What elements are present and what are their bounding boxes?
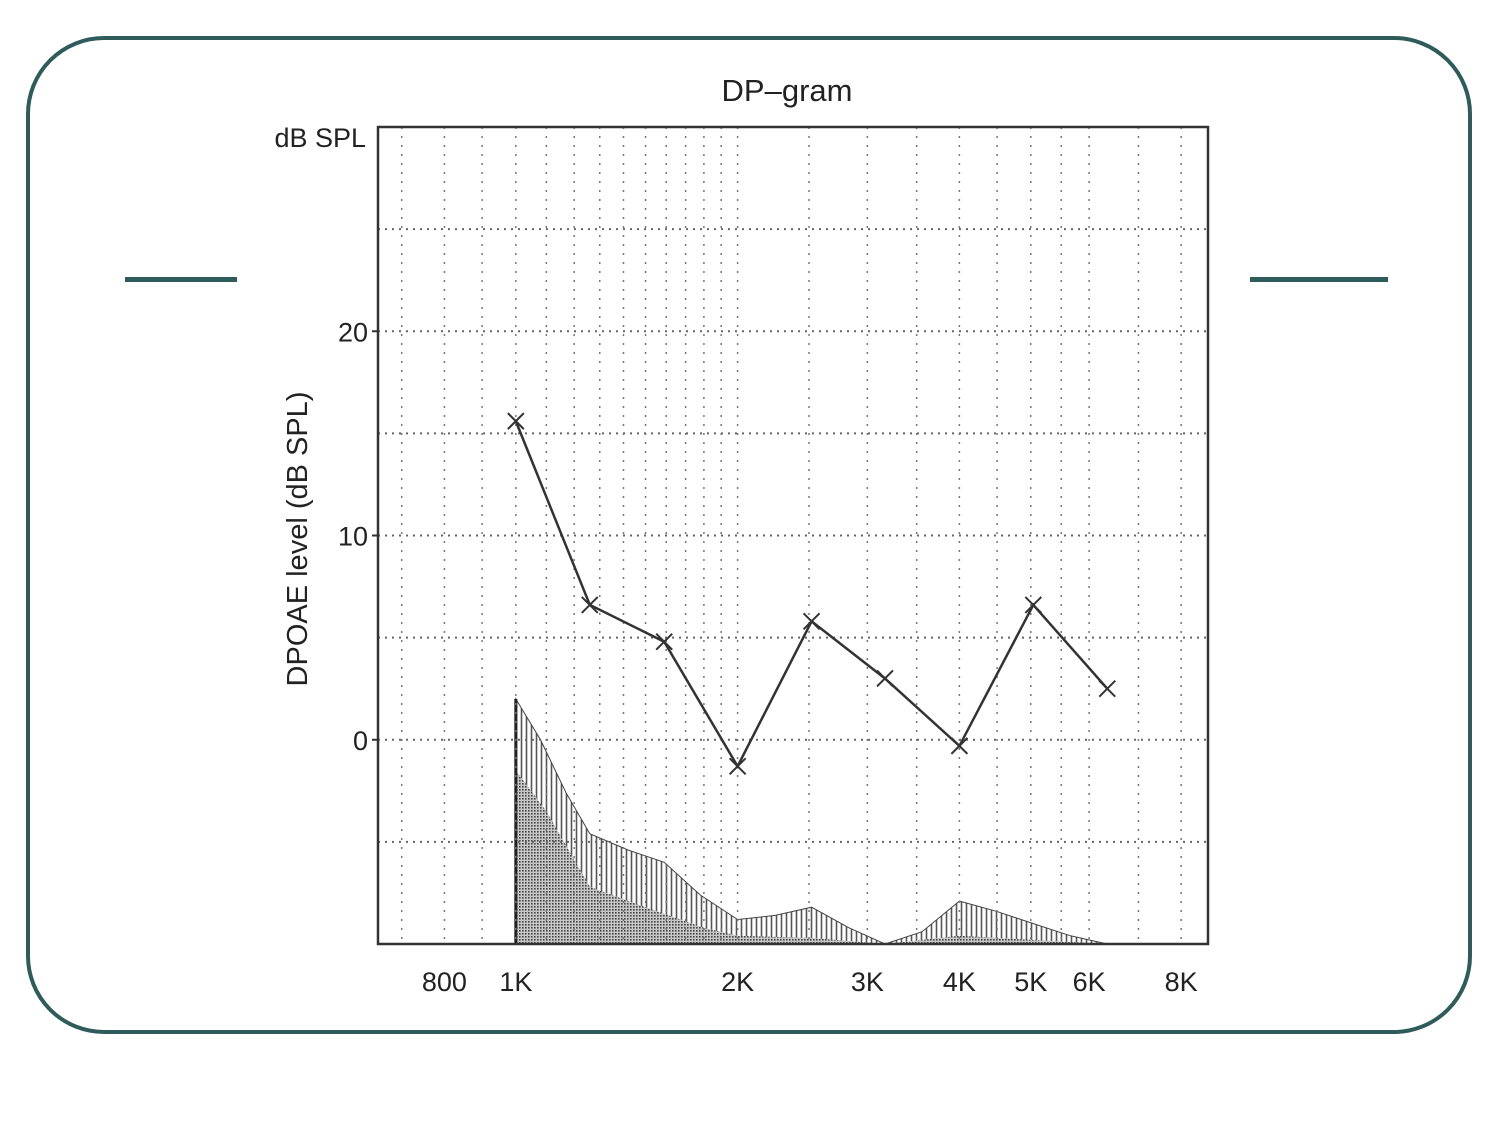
grid-layer — [378, 127, 1208, 944]
series-line — [514, 420, 1109, 769]
chart-title: DP–gram — [722, 73, 853, 108]
x-tick-label: 1K — [499, 967, 532, 997]
y-tick-label: 10 — [338, 522, 368, 552]
x-tick-label: 4K — [943, 967, 976, 997]
data-point-stroke-b — [1098, 679, 1116, 698]
series-layer — [507, 412, 1116, 776]
data-point — [728, 757, 747, 776]
noise-floor-lower — [515, 770, 1108, 944]
data-point-stroke-b — [876, 669, 894, 688]
data-point-stroke-b — [507, 412, 525, 430]
x-tick-label: 5K — [1014, 967, 1047, 997]
data-point-stroke-b — [1024, 596, 1043, 614]
data-point — [581, 596, 599, 614]
data-point — [655, 633, 673, 651]
data-point — [507, 412, 525, 430]
data-point — [876, 669, 894, 688]
noise-floor-upper — [515, 697, 1108, 945]
data-point — [802, 612, 821, 630]
right-accent-line — [1250, 277, 1388, 282]
x-tick-label: 8K — [1165, 967, 1198, 997]
data-point-stroke-b — [950, 737, 969, 755]
data-point-stroke-b — [802, 612, 821, 630]
noise-floor-layer — [514, 697, 1108, 945]
data-point-stroke-b — [728, 757, 747, 776]
x-tick-label: 800 — [422, 967, 467, 997]
y-axis-label: DPOAE level (dB SPL) — [282, 392, 314, 687]
x-tick-label: 2K — [721, 967, 754, 997]
x-tick-label: 6K — [1073, 967, 1106, 997]
left-accent-line — [125, 277, 237, 282]
data-point — [1024, 596, 1043, 614]
data-point-stroke-b — [581, 596, 599, 614]
data-point — [1098, 679, 1116, 698]
y-tick-label: 0 — [353, 726, 368, 756]
y-tick-label: 20 — [338, 317, 368, 347]
y-unit-label: dB SPL — [274, 123, 366, 153]
x-tick-label: 3K — [851, 967, 884, 997]
tick-label-layer: 20 10 0 800 1K 2K 3K 4K 5K 6K 8K — [338, 317, 1198, 997]
data-point — [950, 737, 969, 755]
data-point-stroke-b — [655, 633, 673, 651]
